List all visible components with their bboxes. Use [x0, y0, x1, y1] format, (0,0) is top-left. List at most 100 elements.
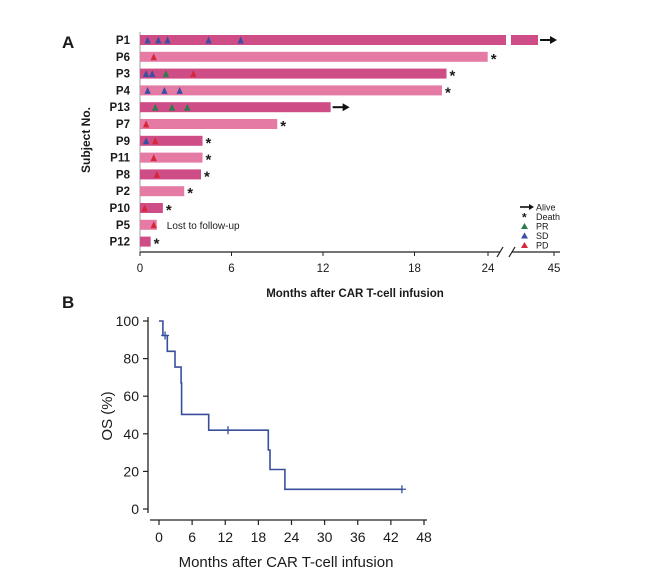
legend-label: Death: [536, 212, 560, 222]
subject-label: P9: [116, 136, 130, 148]
response-marker-sd: [144, 86, 151, 94]
response-marker-sd: [205, 36, 212, 44]
response-marker-sd: [176, 86, 183, 94]
subject-row-p2: P2 *: [116, 185, 193, 202]
subject-row-p1: P1: [116, 35, 557, 47]
subject-row-p11: P11 *: [110, 152, 211, 169]
response-marker-sd: [142, 137, 150, 145]
death-marker: *: [204, 168, 210, 185]
bar: [140, 236, 151, 247]
panel-b-x-axis-label: Months after CAR T-cell infusion: [179, 554, 394, 571]
response-marker-sd: [142, 70, 150, 78]
response-marker-pd: [141, 204, 148, 212]
subject-row-p13: P13: [110, 102, 350, 114]
subject-row-p8: P8 *: [116, 168, 210, 185]
subject-row-p10: P10 *: [110, 202, 172, 219]
y-tick-label: 0: [131, 501, 139, 517]
response-marker-sd: [237, 36, 244, 44]
response-marker-pr: [184, 103, 191, 111]
panel-a-y-axis-label: Subject No.: [79, 107, 93, 173]
subject-label: P10: [110, 203, 130, 215]
survival-step-line: [159, 320, 402, 491]
panel-b-y-axis-label: OS (%): [99, 391, 116, 440]
x-tick-label: 12: [317, 263, 330, 275]
x-tick-label: 24: [284, 529, 300, 545]
panel-a-swimmer-plot: A Subject No. Months after CAR T-cell in…: [62, 32, 560, 300]
y-tick-label: 20: [123, 463, 139, 479]
y-tick-label: 60: [123, 388, 139, 404]
subject-label: P3: [116, 69, 130, 81]
death-marker: *: [280, 118, 286, 135]
response-marker-pd: [150, 221, 157, 229]
subject-label: P4: [116, 85, 131, 97]
censor-mark: [161, 331, 170, 340]
bar: [140, 186, 185, 197]
axis-break-mark: [496, 246, 504, 258]
response-marker-pd: [150, 53, 157, 61]
bar-after-break: [511, 35, 538, 45]
death-marker: *: [491, 51, 497, 68]
legend-item-death: * Death: [522, 211, 560, 225]
subject-label: P6: [116, 52, 130, 64]
subject-row-p12: P12 *: [110, 236, 160, 253]
x-tick-label: 0: [137, 263, 143, 275]
subject-label: P1: [116, 35, 131, 47]
y-tick-label: 80: [123, 351, 139, 367]
x-tick-label: 18: [408, 263, 421, 275]
response-marker-pd: [142, 120, 150, 128]
panel-b-axes: 0 20 40 60 80 100 0 6 12 18 24 30 36 42 48: [116, 313, 432, 545]
y-tick-label: 40: [123, 426, 139, 442]
x-tick-label: 6: [228, 263, 234, 275]
bar: [140, 85, 442, 96]
subject-row-p9: P9 *: [116, 135, 212, 152]
subject-label: P7: [116, 119, 130, 131]
death-marker: *: [450, 68, 456, 85]
x-tick-label: 45: [548, 263, 561, 275]
subject-label: P8: [116, 169, 131, 181]
subject-row-p5: P5 Lost to follow-up: [116, 219, 240, 232]
subject-row-p7: P7 *: [116, 118, 286, 135]
response-marker-pd: [150, 154, 157, 162]
bar: [140, 35, 506, 45]
response-marker-sd: [149, 70, 156, 78]
panel-b-label: B: [62, 293, 74, 312]
legend-label: PD: [536, 241, 549, 251]
bar: [140, 203, 163, 213]
censor-mark: [397, 485, 406, 494]
legend-label: SD: [536, 231, 549, 241]
panel-a-x-axis-label: Months after CAR T-cell infusion: [266, 288, 444, 300]
alive-arrow: [332, 103, 350, 112]
svg-text:*: *: [522, 211, 527, 225]
x-tick-label: 6: [188, 529, 196, 545]
panel-a-label: A: [62, 33, 74, 52]
censor-mark: [224, 426, 233, 435]
lost-follow-up-note: Lost to follow-up: [167, 221, 240, 232]
x-tick-label: 18: [251, 529, 267, 545]
legend-item-pr: PR: [521, 222, 549, 232]
response-marker-sd: [155, 36, 162, 44]
death-marker: *: [445, 84, 451, 101]
response-marker-pd: [153, 170, 160, 178]
legend-item-sd: SD: [521, 231, 549, 241]
x-tick-label: 30: [317, 529, 333, 545]
x-tick-label: 24: [482, 263, 495, 275]
response-marker-pd: [190, 70, 197, 78]
x-tick-label: 48: [416, 529, 432, 545]
panel-b-survival-curve: B OS (%) Months after CAR T-cell infusio…: [62, 293, 432, 571]
death-marker: *: [166, 202, 172, 219]
x-tick-label: 42: [383, 529, 399, 545]
bar: [140, 135, 203, 146]
death-marker: *: [187, 185, 193, 202]
death-marker: *: [154, 236, 160, 253]
x-tick-label: 36: [350, 529, 366, 545]
x-tick-label: 0: [155, 529, 163, 545]
bar: [140, 119, 278, 129]
legend-item-alive: Alive: [520, 203, 556, 213]
bar: [140, 169, 201, 180]
axis-break-mark: [508, 246, 516, 258]
alive-arrow: [540, 36, 557, 44]
bar: [140, 152, 203, 163]
subject-row-p3: P3 *: [116, 68, 456, 85]
